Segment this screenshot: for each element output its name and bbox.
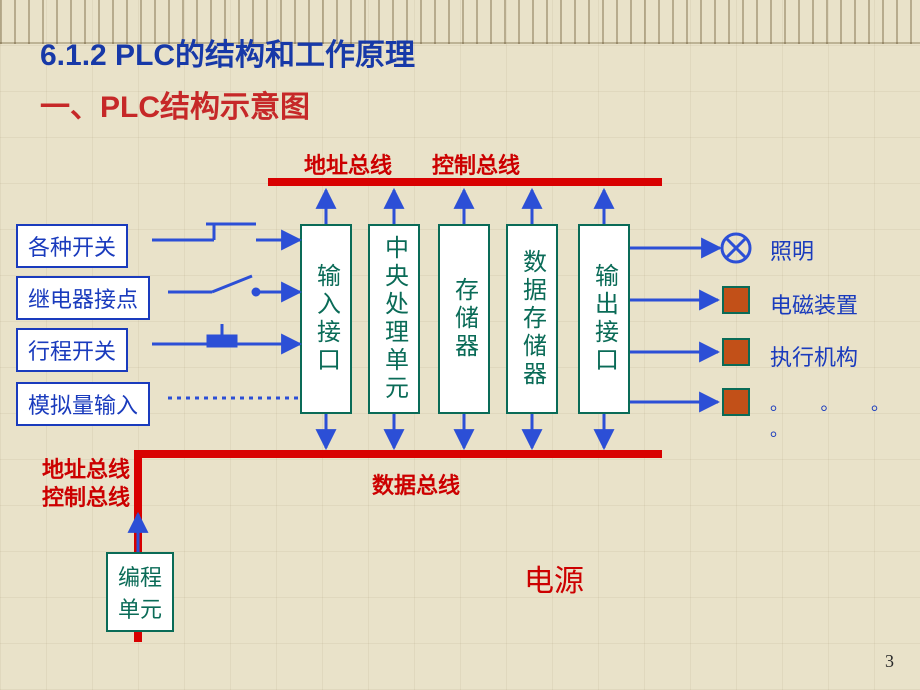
input-label-switch: 各种开关 xyxy=(16,224,128,268)
arrows-to-top-bus xyxy=(326,190,604,224)
output-connectors xyxy=(630,248,720,402)
output-label-solenoid: 电磁装置 xyxy=(770,288,858,320)
module-programming-unit: 编程 单元 xyxy=(106,552,174,632)
output-label-etc: 。 。 。 。 xyxy=(770,390,920,442)
module-label: 输入接口 xyxy=(309,263,344,375)
module-memory: 存储器 xyxy=(438,224,490,414)
bus-label-control: 控制总线 xyxy=(432,148,520,180)
prog-unit-line1: 编程 xyxy=(118,560,162,592)
module-label: 输出接口 xyxy=(587,263,622,375)
diagram-stage: 6.1.2 PLC的结构和工作原理 一、PLC结构示意图 地址总线 控制总线 数… xyxy=(0,0,920,690)
output-symbol-square-1 xyxy=(722,286,750,314)
power-label: 电源 xyxy=(524,556,584,600)
page-number: 3 xyxy=(885,651,894,672)
bus-bar-top xyxy=(268,178,662,186)
module-label: 存储器 xyxy=(447,277,482,361)
module-cpu: 中央处理单元 xyxy=(368,224,420,414)
output-symbol-lamp-icon xyxy=(722,234,750,262)
output-label-actuator: 执行机构 xyxy=(770,340,858,372)
bus-bar-bottom xyxy=(268,450,662,458)
arrows-to-bottom-bus xyxy=(326,414,604,448)
input-label-relay: 继电器接点 xyxy=(16,276,150,320)
title-sub: 一、PLC结构示意图 xyxy=(40,82,310,126)
module-output-interface: 输出接口 xyxy=(578,224,630,414)
input-label-analog: 模拟量输入 xyxy=(16,382,150,426)
output-symbol-square-3 xyxy=(722,388,750,416)
module-label: 数据存储器 xyxy=(515,249,550,389)
bus-label-left-2: 控制总线 xyxy=(42,480,130,512)
prog-unit-line2: 单元 xyxy=(118,592,162,624)
output-symbol-square-2 xyxy=(722,338,750,366)
bus-bar-branch-h xyxy=(134,450,274,458)
module-data-memory: 数据存储器 xyxy=(506,224,558,414)
title-main: 6.1.2 PLC的结构和工作原理 xyxy=(40,30,415,74)
output-label-lighting: 照明 xyxy=(770,234,814,266)
input-connectors xyxy=(152,224,300,398)
input-label-limit: 行程开关 xyxy=(16,328,128,372)
module-label: 中央处理单元 xyxy=(377,235,412,403)
bus-label-address: 地址总线 xyxy=(304,148,392,180)
module-input-interface: 输入接口 xyxy=(300,224,352,414)
bus-label-data: 数据总线 xyxy=(372,468,460,500)
